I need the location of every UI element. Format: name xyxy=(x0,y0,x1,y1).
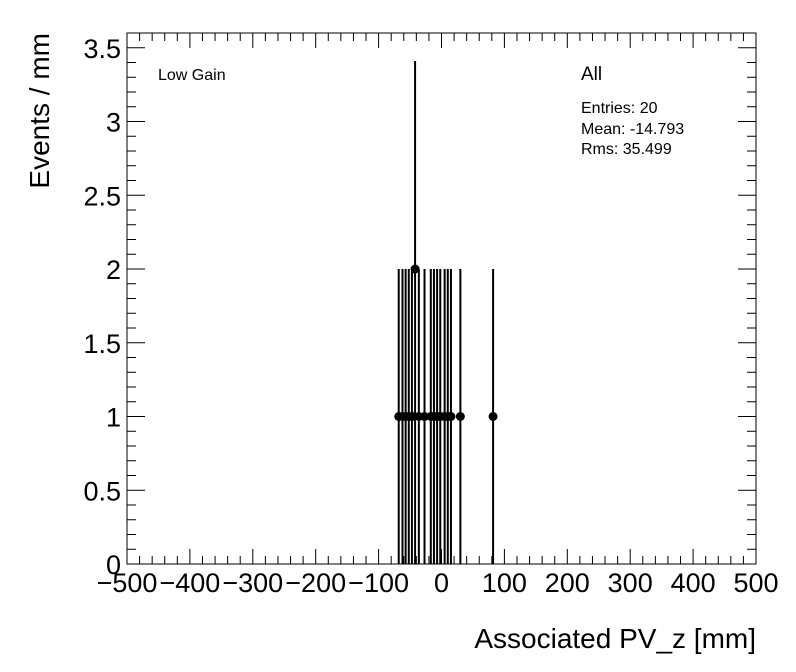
y-axis-label: Events / mm xyxy=(24,33,55,189)
x-tick-label: −300 xyxy=(222,568,283,598)
y-tick-label: 0.5 xyxy=(83,476,121,506)
y-tick-label: 1 xyxy=(106,403,121,433)
data-point xyxy=(410,264,420,274)
data-point xyxy=(446,412,456,421)
x-tick-label: −400 xyxy=(159,568,220,598)
low-gain-label: Low Gain xyxy=(158,67,226,84)
x-tick-label: 200 xyxy=(545,568,590,598)
x-tick-label: 500 xyxy=(733,568,778,598)
x-tick-label: 400 xyxy=(671,568,716,598)
x-tick-label: 0 xyxy=(434,568,449,598)
y-tick-label: 2 xyxy=(106,255,121,285)
x-tick-label: −200 xyxy=(285,568,346,598)
data-point xyxy=(455,412,465,421)
axis-ticks xyxy=(126,32,757,565)
stats-title: All xyxy=(581,64,602,85)
x-tick-label: 100 xyxy=(482,568,527,598)
tick-labels: −500 −400 −300 −200 −100 0 100 200 300 400 500 0 0.5… xyxy=(83,34,778,598)
stats-mean: Mean: -14.793 xyxy=(581,121,684,138)
x-tick-label: −500 xyxy=(97,568,158,598)
x-tick-label: 300 xyxy=(608,568,653,598)
y-tick-label: 3 xyxy=(106,108,121,138)
y-tick-label: 1.5 xyxy=(83,329,121,359)
data-marks xyxy=(394,61,498,564)
stats-rms: Rms: 35.499 xyxy=(581,141,672,158)
data-point xyxy=(420,412,430,421)
plot-frame xyxy=(126,32,757,565)
y-tick-label: 3.5 xyxy=(83,34,121,64)
stats-entries: Entries: 20 xyxy=(581,100,658,117)
y-tick-label: 2.5 xyxy=(83,181,121,211)
x-tick-label: −100 xyxy=(348,568,409,598)
data-point xyxy=(488,412,498,421)
x-axis-label: Associated PV_z [mm] xyxy=(474,623,756,654)
y-tick-label: 0 xyxy=(106,550,121,580)
